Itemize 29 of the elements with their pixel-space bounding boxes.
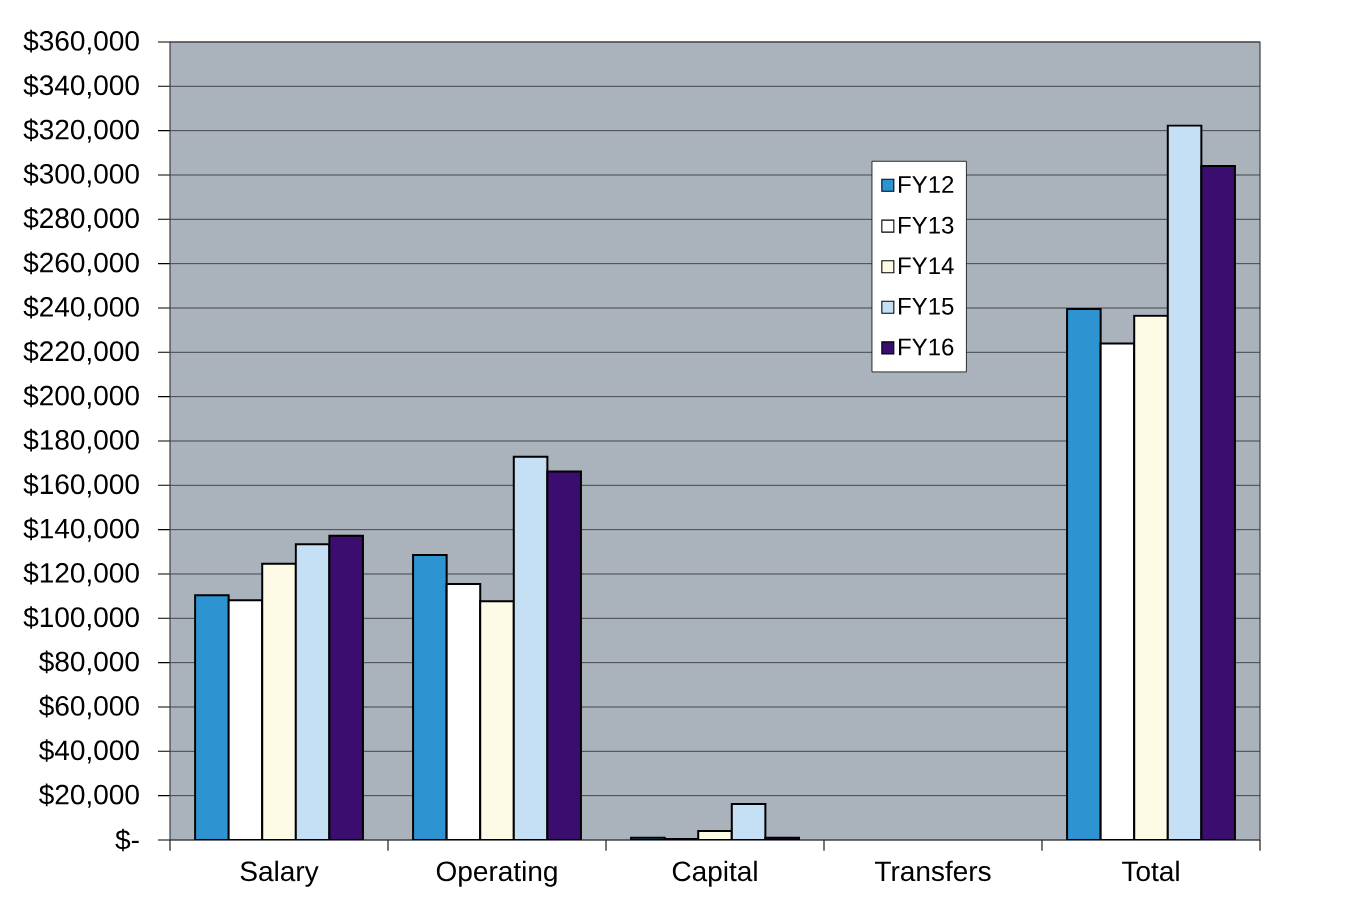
y-tick-label: $100,000 xyxy=(23,606,139,631)
y-tick-label: $360,000 xyxy=(23,29,139,55)
x-tick-label: Total xyxy=(1122,860,1179,882)
y-tick-label: $- xyxy=(115,828,139,852)
y-tick-label: $260,000 xyxy=(23,251,139,276)
x-tick-label: Transfers xyxy=(875,860,991,882)
y-tick-label: $320,000 xyxy=(23,118,139,143)
y-tick-label: $40,000 xyxy=(39,739,139,764)
y-tick-label: $160,000 xyxy=(23,473,139,498)
y-tick-label: $340,000 xyxy=(23,74,139,99)
y-tick-label: $120,000 xyxy=(23,561,139,587)
x-tick-label: Operating xyxy=(436,860,557,887)
legend-label: FY15 xyxy=(899,297,954,315)
legend-label: FY13 xyxy=(899,216,954,234)
y-tick-label: $280,000 xyxy=(23,207,139,232)
y-tick-label: $180,000 xyxy=(23,428,139,454)
x-tick-label: Salary xyxy=(240,860,319,887)
y-tick-label: $240,000 xyxy=(23,295,139,321)
legend-label: FY16 xyxy=(899,338,954,356)
x-tick-label: Capital xyxy=(672,860,757,887)
legend-label: FY12 xyxy=(899,175,954,193)
y-tick-label: $220,000 xyxy=(23,340,139,365)
y-tick-label: $80,000 xyxy=(39,650,139,675)
y-tick-label: $300,000 xyxy=(23,162,139,188)
y-tick-label: $60,000 xyxy=(39,694,139,720)
legend-label: FY14 xyxy=(899,257,954,274)
y-tick-label: $200,000 xyxy=(23,384,139,409)
y-tick-label: $20,000 xyxy=(39,783,139,808)
y-tick-label: $140,000 xyxy=(23,517,139,542)
